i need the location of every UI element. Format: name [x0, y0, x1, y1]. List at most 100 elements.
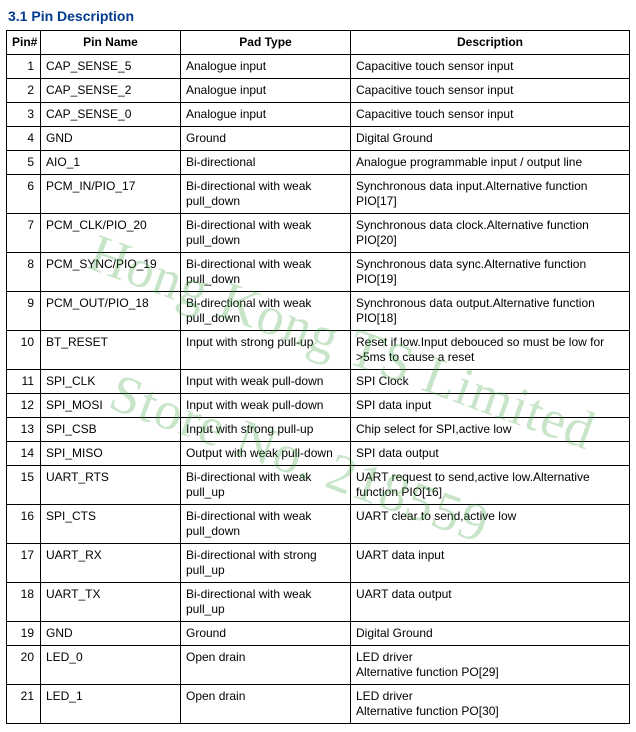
- table-row: 13SPI_CSBInput with strong pull-upChip s…: [7, 418, 630, 442]
- cell-pin-name: SPI_MISO: [41, 442, 181, 466]
- cell-pin: 14: [7, 442, 41, 466]
- cell-pad-type: Open drain: [181, 646, 351, 685]
- cell-pin: 18: [7, 583, 41, 622]
- cell-description: Analogue programmable input / output lin…: [351, 151, 630, 175]
- cell-pad-type: Open drain: [181, 685, 351, 724]
- cell-pad-type: Input with weak pull-down: [181, 394, 351, 418]
- cell-pin: 19: [7, 622, 41, 646]
- cell-pin: 13: [7, 418, 41, 442]
- cell-pin-name: PCM_SYNC/PIO_19: [41, 253, 181, 292]
- cell-pad-type: Bi-directional with weak pull_down: [181, 505, 351, 544]
- cell-pin-name: UART_RTS: [41, 466, 181, 505]
- cell-pin-name: AIO_1: [41, 151, 181, 175]
- cell-pin: 15: [7, 466, 41, 505]
- cell-pin-name: CAP_SENSE_0: [41, 103, 181, 127]
- cell-description: UART data input: [351, 544, 630, 583]
- table-row: 10BT_RESETInput with strong pull-upReset…: [7, 331, 630, 370]
- cell-description: UART request to send,active low.Alternat…: [351, 466, 630, 505]
- table-row: 5AIO_1Bi-directionalAnalogue programmabl…: [7, 151, 630, 175]
- cell-description: LED driverAlternative function PO[29]: [351, 646, 630, 685]
- cell-pad-type: Bi-directional with strong pull_up: [181, 544, 351, 583]
- cell-pin: 9: [7, 292, 41, 331]
- cell-pin-name: CAP_SENSE_5: [41, 55, 181, 79]
- cell-pin: 6: [7, 175, 41, 214]
- cell-pad-type: Analogue input: [181, 103, 351, 127]
- cell-pad-type: Output with weak pull-down: [181, 442, 351, 466]
- cell-pad-type: Analogue input: [181, 79, 351, 103]
- cell-pad-type: Bi-directional with weak pull_down: [181, 214, 351, 253]
- cell-pin: 2: [7, 79, 41, 103]
- cell-pin: 4: [7, 127, 41, 151]
- cell-description: Reset if low.Input debouced so must be l…: [351, 331, 630, 370]
- cell-pin: 12: [7, 394, 41, 418]
- cell-pin: 1: [7, 55, 41, 79]
- cell-description: Capacitive touch sensor input: [351, 103, 630, 127]
- table-header-row: Pin# Pin Name Pad Type Description: [7, 31, 630, 55]
- cell-pin-name: SPI_CSB: [41, 418, 181, 442]
- cell-pad-type: Ground: [181, 127, 351, 151]
- table-row: 18UART_TXBi-directional with weak pull_u…: [7, 583, 630, 622]
- cell-description: UART clear to send,active low: [351, 505, 630, 544]
- table-row: 4GNDGroundDigital Ground: [7, 127, 630, 151]
- col-header-pad: Pad Type: [181, 31, 351, 55]
- cell-pin-name: UART_RX: [41, 544, 181, 583]
- table-row: 20LED_0Open drainLED driverAlternative f…: [7, 646, 630, 685]
- table-row: 17UART_RXBi-directional with strong pull…: [7, 544, 630, 583]
- cell-pad-type: Input with strong pull-up: [181, 331, 351, 370]
- cell-description: SPI data output: [351, 442, 630, 466]
- cell-description: Capacitive touch sensor input: [351, 55, 630, 79]
- table-row: 2CAP_SENSE_2Analogue inputCapacitive tou…: [7, 79, 630, 103]
- table-row: 14SPI_MISOOutput with weak pull-downSPI …: [7, 442, 630, 466]
- cell-pin-name: SPI_CLK: [41, 370, 181, 394]
- cell-description: Synchronous data clock.Alternative funct…: [351, 214, 630, 253]
- table-row: 7PCM_CLK/PIO_20Bi-directional with weak …: [7, 214, 630, 253]
- cell-pin: 7: [7, 214, 41, 253]
- cell-pin: 10: [7, 331, 41, 370]
- section-heading: 3.1 Pin Description: [8, 8, 630, 24]
- table-row: 3CAP_SENSE_0Analogue inputCapacitive tou…: [7, 103, 630, 127]
- cell-description: Digital Ground: [351, 622, 630, 646]
- table-row: 9PCM_OUT/PIO_18Bi-directional with weak …: [7, 292, 630, 331]
- cell-pin: 20: [7, 646, 41, 685]
- cell-pin-name: PCM_CLK/PIO_20: [41, 214, 181, 253]
- cell-pad-type: Bi-directional with weak pull_down: [181, 175, 351, 214]
- cell-pin: 8: [7, 253, 41, 292]
- cell-description: UART data output: [351, 583, 630, 622]
- cell-pad-type: Bi-directional with weak pull_up: [181, 583, 351, 622]
- table-row: 15UART_RTSBi-directional with weak pull_…: [7, 466, 630, 505]
- cell-pin-name: PCM_IN/PIO_17: [41, 175, 181, 214]
- cell-pin: 5: [7, 151, 41, 175]
- cell-description: LED driverAlternative function PO[30]: [351, 685, 630, 724]
- cell-pad-type: Bi-directional with weak pull_down: [181, 292, 351, 331]
- cell-pin: 3: [7, 103, 41, 127]
- cell-pin-name: SPI_MOSI: [41, 394, 181, 418]
- table-row: 16SPI_CTSBi-directional with weak pull_d…: [7, 505, 630, 544]
- cell-description: Digital Ground: [351, 127, 630, 151]
- cell-pin-name: LED_0: [41, 646, 181, 685]
- table-row: 11SPI_CLKInput with weak pull-downSPI Cl…: [7, 370, 630, 394]
- col-header-pin: Pin#: [7, 31, 41, 55]
- cell-pin-name: GND: [41, 127, 181, 151]
- cell-pin-name: SPI_CTS: [41, 505, 181, 544]
- cell-pin-name: UART_TX: [41, 583, 181, 622]
- table-row: 19GNDGroundDigital Ground: [7, 622, 630, 646]
- cell-pin: 11: [7, 370, 41, 394]
- table-row: 12SPI_MOSIInput with weak pull-downSPI d…: [7, 394, 630, 418]
- cell-pad-type: Ground: [181, 622, 351, 646]
- cell-pad-type: Bi-directional: [181, 151, 351, 175]
- cell-pin: 16: [7, 505, 41, 544]
- table-row: 8PCM_SYNC/PIO_19Bi-directional with weak…: [7, 253, 630, 292]
- col-header-name: Pin Name: [41, 31, 181, 55]
- table-row: 6PCM_IN/PIO_17Bi-directional with weak p…: [7, 175, 630, 214]
- col-header-desc: Description: [351, 31, 630, 55]
- cell-pin: 17: [7, 544, 41, 583]
- cell-pad-type: Input with strong pull-up: [181, 418, 351, 442]
- table-row: 21LED_1Open drainLED driverAlternative f…: [7, 685, 630, 724]
- cell-pin-name: BT_RESET: [41, 331, 181, 370]
- cell-description: Chip select for SPI,active low: [351, 418, 630, 442]
- cell-description: SPI data input: [351, 394, 630, 418]
- cell-pad-type: Input with weak pull-down: [181, 370, 351, 394]
- cell-pad-type: Bi-directional with weak pull_down: [181, 253, 351, 292]
- cell-pin-name: PCM_OUT/PIO_18: [41, 292, 181, 331]
- cell-description: SPI Clock: [351, 370, 630, 394]
